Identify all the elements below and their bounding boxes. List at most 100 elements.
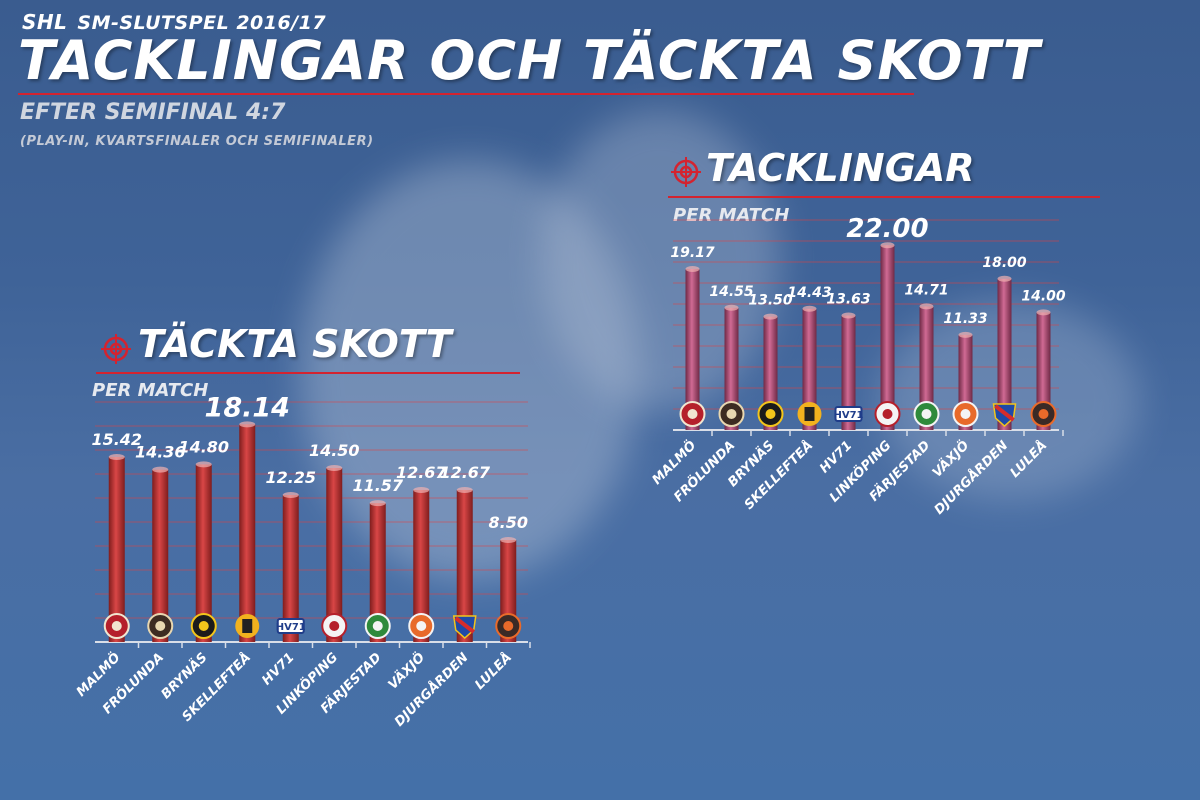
bar-cap: [763, 313, 778, 320]
bar: [152, 469, 169, 642]
blocked-shots-divider: [96, 372, 520, 374]
blocked-shots-chart: 15.42MALMÖ14.36FRÖLUNDA14.80BRYNÄS18.14S…: [73, 392, 531, 730]
data-label: 18.00: [982, 255, 1027, 271]
bar-cap: [1036, 309, 1051, 316]
hits-subtitle: PER MATCH: [673, 205, 790, 226]
crosshair-icon: [671, 157, 701, 187]
farjestad-icon: [913, 401, 940, 427]
bar: [724, 307, 739, 430]
bar-cap: [997, 275, 1012, 282]
brynas-icon: [190, 613, 217, 639]
data-label: 14.71: [904, 282, 948, 298]
category-label: LULEÅ: [1007, 438, 1050, 481]
hv71-icon: HV71: [833, 406, 864, 422]
data-label: 13.50: [748, 293, 793, 309]
malmo-redhawks-icon: [679, 401, 706, 427]
hits-title: TACKLINGAR: [706, 146, 975, 190]
bar-cap: [326, 465, 343, 471]
data-label: 14.36: [135, 443, 186, 462]
data-label: 13.63: [826, 292, 870, 308]
djurgarden-icon: [992, 403, 1017, 428]
data-label: 12.25: [265, 468, 316, 487]
bar: [282, 495, 299, 642]
bar-cap: [282, 492, 299, 498]
data-label: 14.43: [787, 285, 831, 301]
bar-cap: [195, 461, 212, 468]
bar: [685, 268, 700, 430]
frolunda-indians-icon: [147, 613, 174, 639]
page-subtitle: EFTER SEMIFINAL 4:7: [20, 100, 286, 125]
bar-cap: [685, 265, 700, 272]
crosshair-icon: [101, 334, 131, 364]
frolunda-indians-icon: [718, 401, 745, 427]
lulea-icon: [1030, 401, 1057, 427]
data-label: 12.67: [439, 463, 490, 482]
season-header: SHL SM-SLUTSPEL 2016/17: [22, 10, 326, 34]
farjestad-icon: [364, 613, 391, 639]
category-label: DJURGÅRDEN: [391, 649, 471, 729]
data-label: 14.55: [709, 284, 754, 300]
data-label: 12.67: [396, 463, 447, 482]
shl-logo: SHL: [22, 10, 68, 34]
bar: [841, 315, 856, 430]
bar: [997, 278, 1012, 430]
blocked-shots-title: TÄCKTA SKOTT: [138, 322, 452, 366]
skelleftea-icon: [235, 614, 260, 638]
data-label: 11.57: [352, 476, 403, 495]
hv71-logo-text: HV71: [833, 410, 863, 421]
bar-cap: [958, 331, 973, 338]
bar-cap: [152, 466, 169, 473]
blocked-shots-subtitle: PER MATCH: [92, 380, 209, 401]
bar: [456, 489, 473, 642]
data-label: 22.00: [846, 214, 928, 244]
bar: [239, 424, 256, 642]
season-label: SM-SLUTSPEL 2016/17: [77, 12, 327, 34]
bar-cap: [108, 453, 125, 460]
page-note: (PLAY-IN, KVARTSFINALER OCH SEMIFINALER): [20, 134, 374, 149]
linkoping-icon: [874, 401, 901, 427]
bar-cap: [919, 303, 934, 310]
category-label: SKELLEFTEÅ: [741, 438, 816, 513]
linkoping-icon: [321, 613, 348, 639]
djurgarden-icon: [452, 615, 477, 640]
data-label: 15.42: [91, 430, 142, 449]
bar-cap: [239, 421, 256, 428]
bar: [413, 489, 430, 642]
bar: [369, 503, 386, 642]
category-label: VÄXJÖ: [385, 650, 428, 693]
hv71-logo-text: HV71: [276, 622, 306, 633]
category-label: HV71: [817, 438, 855, 476]
background-blur: [540, 110, 780, 410]
bar-cap: [802, 305, 817, 312]
bar-cap: [456, 486, 473, 493]
vaxjo-lakers-icon: [408, 613, 435, 639]
data-label: 14.00: [1021, 288, 1066, 304]
bar-cap: [500, 537, 517, 543]
hv71-icon: HV71: [276, 618, 306, 634]
skelleftea-icon: [797, 402, 822, 426]
bar: [108, 456, 125, 642]
category-label: LULEÅ: [472, 650, 515, 693]
bar-cap: [369, 500, 386, 507]
bar: [326, 468, 343, 642]
bar-cap: [880, 242, 895, 249]
hits-divider: [668, 196, 1100, 198]
data-label: 8.50: [489, 513, 528, 532]
title-divider: [18, 93, 914, 95]
data-label: 19.17: [670, 245, 715, 261]
bar: [880, 245, 895, 430]
hits-chart: 19.17MALMÖ14.55FRÖLUNDA13.50BRYNÄS14.43S…: [649, 214, 1066, 518]
data-label: 11.33: [943, 311, 987, 327]
bar-cap: [413, 486, 430, 493]
bar: [195, 464, 212, 642]
malmo-redhawks-icon: [103, 613, 130, 639]
brynas-icon: [757, 401, 784, 427]
vaxjo-lakers-icon: [952, 401, 979, 427]
bar: [919, 306, 934, 430]
data-label: 14.80: [178, 437, 229, 456]
page-title: TACKLINGAR OCH TÄCKTA SKOTT: [18, 29, 1041, 92]
category-label: HV71: [259, 650, 297, 688]
data-label: 18.14: [205, 392, 290, 423]
bar: [802, 308, 817, 430]
